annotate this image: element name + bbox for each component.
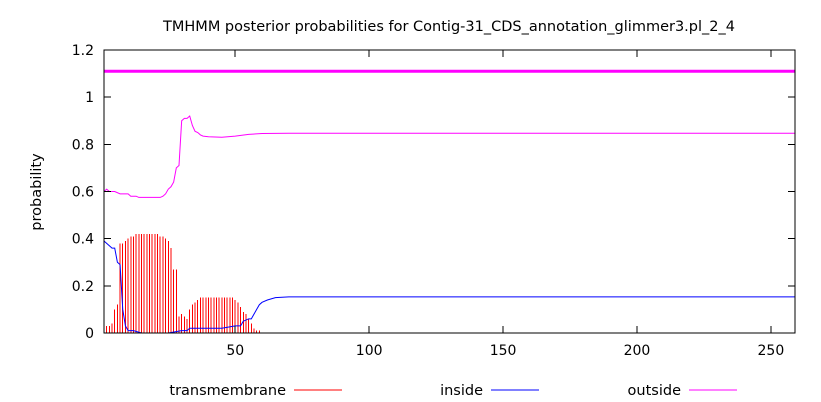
legend-label-inside: inside [440, 383, 483, 399]
transmembrane-series [104, 233, 260, 333]
x-tick-label: 100 [356, 343, 383, 359]
y-tick-label: 1.2 [72, 43, 94, 59]
legend-label-outside: outside [628, 383, 682, 399]
plot-inner [104, 69, 795, 333]
x-tick-label: 200 [624, 343, 651, 359]
y-axis-label: probability [29, 153, 45, 231]
x-tick-label: 50 [226, 343, 244, 359]
y-tick-label: 1 [85, 90, 94, 106]
y-tick-label: 0.4 [72, 232, 94, 248]
plot-frame [103, 49, 796, 334]
y-tick-label: 0 [85, 326, 94, 342]
legend: transmembrane inside outside [169, 383, 737, 399]
chart-title: TMHMM posterior probabilities for Contig… [162, 19, 735, 35]
plot-area [104, 69, 795, 333]
y-tick-label: 0.8 [72, 137, 94, 153]
axes: 0 0.2 0.4 0.6 0.8 1 1.2 50 100 150 200 250 [72, 43, 796, 359]
y-tick-label: 0.6 [72, 185, 94, 201]
outside-line [104, 115, 795, 198]
inside-line [104, 240, 795, 333]
legend-label-transmembrane: transmembrane [169, 383, 286, 399]
x-tick-label: 250 [758, 343, 785, 359]
y-tick-label: 0.2 [72, 279, 94, 295]
x-tick-label: 150 [490, 343, 517, 359]
